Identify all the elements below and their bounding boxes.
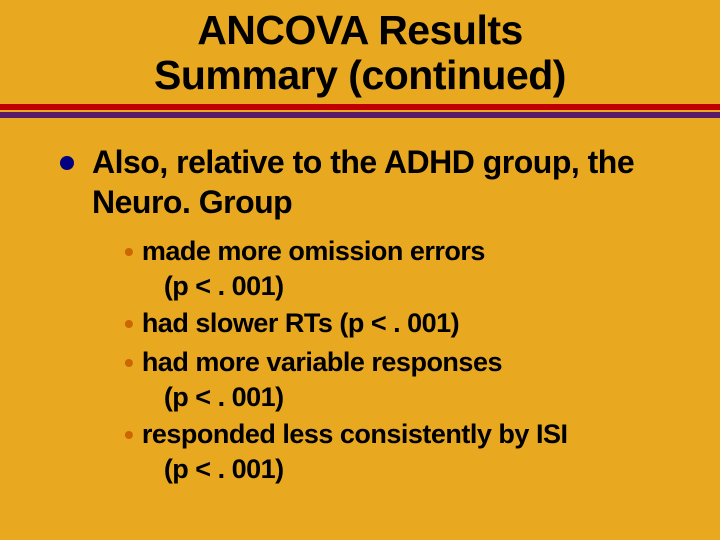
level2-line: responded less consistently by ISI: [142, 419, 568, 449]
level2-line: had more variable responses: [142, 347, 502, 377]
level2-text: had slower RTs (p < . 001): [142, 306, 459, 341]
bullet-level2-list: • made more omission errors (p < . 001) …: [60, 234, 680, 487]
title-line-1: ANCOVA Results: [197, 7, 523, 53]
level2-text: had more variable responses (p < . 001): [142, 345, 502, 415]
dot-bullet-icon: •: [124, 306, 134, 342]
dot-bullet-icon: •: [124, 345, 134, 381]
list-item: • made more omission errors (p < . 001): [124, 234, 680, 304]
list-item: • had slower RTs (p < . 001): [124, 306, 680, 342]
slide-title: ANCOVA Results Summary (continued): [0, 0, 720, 98]
list-item: • had more variable responses (p < . 001…: [124, 345, 680, 415]
level2-wrap: (p < . 001): [142, 269, 485, 304]
level1-text: Also, relative to the ADHD group, the Ne…: [92, 142, 680, 222]
circle-bullet-icon: [60, 156, 74, 170]
bullet-level1: Also, relative to the ADHD group, the Ne…: [60, 142, 680, 222]
title-line-2: Summary (continued): [154, 52, 566, 98]
dot-bullet-icon: •: [124, 417, 134, 453]
level2-wrap: (p < . 001): [142, 452, 568, 487]
slide-content: Also, relative to the ADHD group, the Ne…: [0, 118, 720, 487]
divider-bars: [0, 104, 720, 118]
list-item: • responded less consistently by ISI (p …: [124, 417, 680, 487]
level2-wrap: (p < . 001): [142, 380, 502, 415]
dot-bullet-icon: •: [124, 234, 134, 270]
level2-text: responded less consistently by ISI (p < …: [142, 417, 568, 487]
level2-line: made more omission errors: [142, 236, 485, 266]
level2-line: had slower RTs (p < . 001): [142, 308, 459, 338]
level2-text: made more omission errors (p < . 001): [142, 234, 485, 304]
slide: ANCOVA Results Summary (continued) Also,…: [0, 0, 720, 540]
